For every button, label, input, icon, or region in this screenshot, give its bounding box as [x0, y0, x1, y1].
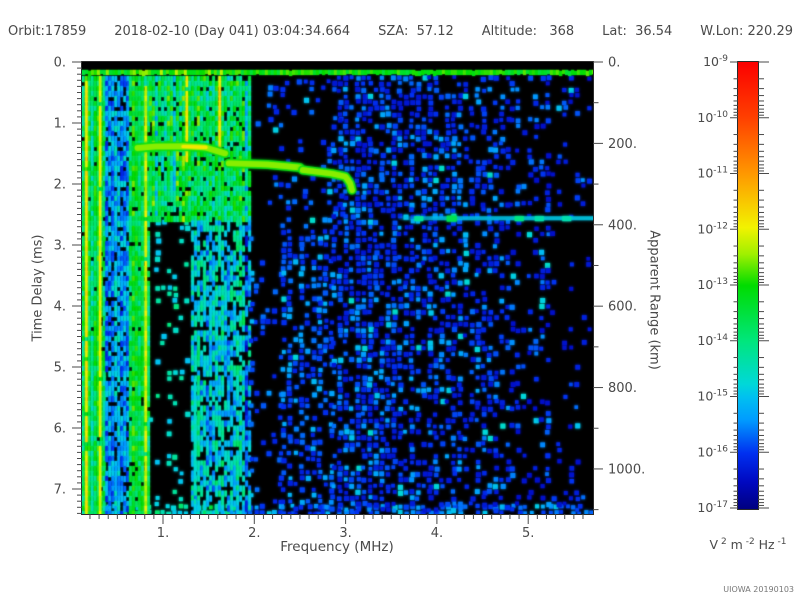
svg-text:4.: 4.	[431, 526, 443, 541]
y-axis-title-left: Time Delay (ms)	[30, 234, 46, 342]
svg-text:7.: 7.	[54, 483, 66, 498]
svg-text:10-9: 10-9	[703, 54, 728, 69]
west-longitude-value: W.Lon: 220.29	[700, 24, 793, 39]
svg-text:200.: 200.	[608, 137, 637, 152]
svg-text:5.: 5.	[54, 361, 66, 376]
datetime-value: 2018-02-10 (Day 041) 03:04:34.664	[114, 24, 351, 39]
svg-text:10-14: 10-14	[697, 333, 728, 348]
credit-text: UIOWA 20190103	[723, 585, 794, 594]
svg-text:10-13: 10-13	[697, 277, 728, 292]
svg-text:6.: 6.	[54, 422, 66, 437]
svg-text:10-10: 10-10	[697, 110, 728, 125]
colorbar-gradient	[738, 62, 758, 509]
svg-text:4.: 4.	[54, 300, 66, 315]
svg-text:10-15: 10-15	[697, 389, 728, 404]
svg-text:1000.: 1000.	[608, 462, 645, 477]
svg-text:10-16: 10-16	[697, 444, 728, 459]
svg-text:1.: 1.	[157, 526, 169, 541]
sza-value: SZA: 57.12	[378, 24, 454, 39]
svg-text:5.: 5.	[522, 526, 534, 541]
latitude-value: Lat: 36.54	[602, 24, 673, 39]
header-bar: Orbit:17859 2018-02-10 (Day 041) 03:04:3…	[8, 24, 793, 39]
svg-text:0.: 0.	[608, 56, 620, 71]
svg-text:800.: 800.	[608, 381, 637, 396]
colorbar-units-label: V 2 m -2 Hz -1	[709, 537, 787, 553]
svg-text:1.: 1.	[54, 117, 66, 132]
svg-text:2.: 2.	[248, 526, 260, 541]
orbit-value: Orbit:17859	[8, 24, 87, 39]
svg-text:0.: 0.	[54, 56, 66, 71]
svg-text:10-12: 10-12	[697, 221, 728, 236]
svg-text:10-11: 10-11	[697, 166, 728, 181]
svg-text:2.: 2.	[54, 178, 66, 193]
svg-text:600.: 600.	[608, 300, 637, 315]
svg-text:400.: 400.	[608, 218, 637, 233]
svg-text:3.: 3.	[54, 239, 66, 254]
spectrogram-canvas	[82, 62, 593, 514]
x-axis-title: Frequency (MHz)	[280, 539, 394, 555]
altitude-value: Altitude: 368	[481, 24, 575, 39]
y-axis-title-right: Apparent Range (km)	[646, 230, 662, 370]
svg-text:10-17: 10-17	[697, 500, 728, 515]
